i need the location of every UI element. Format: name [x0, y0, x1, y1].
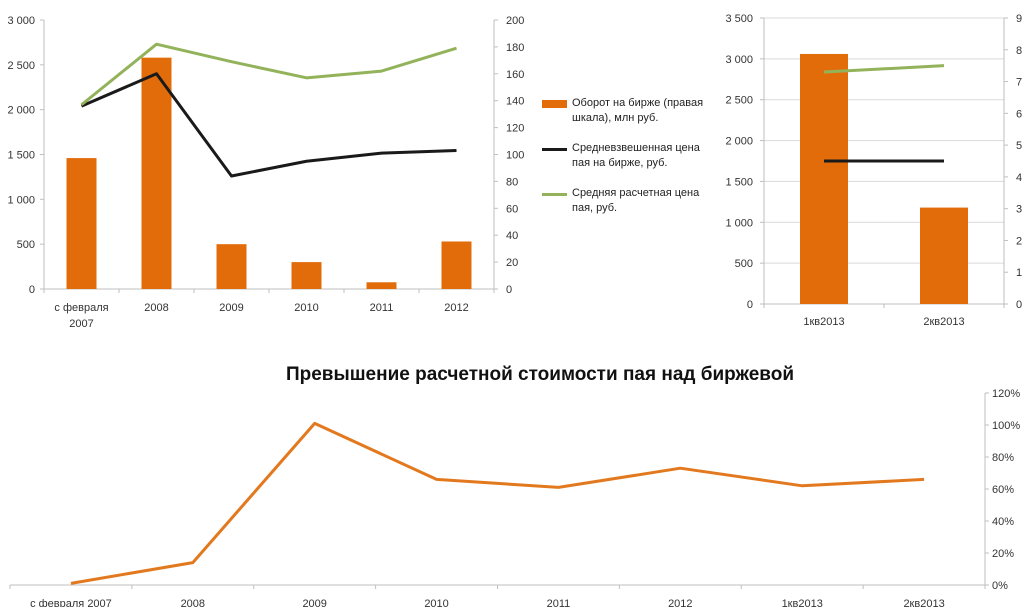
quarterly-right-tick-label: 5: [1016, 140, 1022, 152]
annual-right-tick-label: 160: [506, 69, 524, 81]
quarterly-left-tick-label: 1 500: [725, 176, 753, 188]
quarterly-left-tick-label: 2 000: [725, 136, 753, 148]
turnover-bar: [141, 57, 172, 289]
legend-label-avg-price: Средневзвешенная цена пая на бирже, руб.: [572, 142, 700, 169]
turnover-bar: [366, 282, 397, 289]
quarterly-right-tick-label: 8: [1016, 45, 1022, 57]
annual-right-tick-label: 120: [506, 123, 524, 135]
calc-price-swatch: [542, 193, 567, 196]
quarterly-right-tick-label: 1: [1016, 267, 1022, 279]
quarterly-right-tick-label: 7: [1016, 77, 1022, 89]
quarterly-x-tick-label: 2кв2013: [923, 316, 964, 328]
annual-legend: Оборот на бирже (правая шкала), млн руб.…: [542, 96, 720, 231]
annual-left-tick-label: 2 000: [7, 105, 35, 117]
annual-right-tick-label: 80: [506, 176, 518, 188]
premium-x-tick-label: 2кв2013: [903, 598, 944, 607]
annual-right-tick-label: 140: [506, 96, 524, 108]
annual-right-tick-label: 100: [506, 150, 524, 162]
quarterly-left-tick-label: 0: [747, 299, 753, 311]
annual-chart: 0 500 1 000 1 500 2 000 2 500 3 000 0 20 40 60 80 10…: [7, 15, 524, 330]
legend-item-calc-price: Средняя расчетная цена пая, руб.: [542, 186, 720, 216]
premium-y-tick-label: 0%: [992, 580, 1008, 592]
annual-right-tick-label: 60: [506, 203, 518, 215]
annual-x-tick-label: 2008: [144, 302, 168, 314]
premium-y-tick-label: 60%: [992, 484, 1014, 496]
premium-x-tick-label: с февраля 2007: [30, 598, 112, 607]
quarterly-chart: 0 500 1 000 1 500 2 000 2 500 3 000 3 500 0 1 2 3 4 5…: [725, 13, 1022, 328]
premium-y-tick-label: 100%: [992, 420, 1020, 432]
turnover-bar: [66, 158, 97, 289]
avg-price-line: [80, 72, 457, 178]
premium-line: [70, 421, 925, 585]
avg-price-swatch: [542, 148, 567, 151]
calc-price-line: [80, 42, 457, 106]
turnover-bar: [216, 244, 247, 289]
quarterly-right-tick-label: 4: [1016, 172, 1022, 184]
premium-chart: Превышение расчетной стоимости пая над б…: [9, 364, 1020, 607]
premium-y-tick-label: 120%: [992, 388, 1020, 400]
annual-left-tick-label: 3 000: [7, 15, 35, 27]
quarterly-left-tick-label: 500: [735, 258, 753, 270]
premium-x-tick-label: 1кв2013: [782, 598, 823, 607]
annual-left-tick-label: 1 000: [7, 194, 35, 206]
annual-left-tick-label: 0: [29, 284, 35, 296]
premium-x-tick-label: 2008: [181, 598, 205, 607]
annual-x-tick-label: 2011: [370, 302, 394, 314]
premium-chart-title: Превышение расчетной стоимости пая над б…: [286, 364, 794, 385]
quarterly-turnover-bar: [920, 207, 968, 304]
premium-y-tick-label: 80%: [992, 452, 1014, 464]
annual-right-tick-label: 200: [506, 15, 524, 27]
quarterly-right-tick-label: 3: [1016, 204, 1022, 216]
legend-label-calc-price: Средняя расчетная цена пая, руб.: [572, 187, 700, 214]
quarterly-right-tick-label: 6: [1016, 108, 1022, 120]
quarterly-left-tick-label: 1 000: [725, 217, 753, 229]
quarterly-left-tick-label: 3 500: [725, 13, 753, 25]
premium-x-tick-label: 2010: [424, 598, 448, 607]
quarterly-right-tick-label: 2: [1016, 235, 1022, 247]
annual-right-tick-label: 0: [506, 284, 512, 296]
legend-item-avg-price: Средневзвешенная цена пая на бирже, руб.: [542, 141, 720, 171]
quarterly-right-tick-label: 0: [1016, 299, 1022, 311]
annual-right-tick-label: 20: [506, 257, 518, 269]
annual-x-tick-label: 2010: [294, 302, 318, 314]
annual-left-tick-label: 500: [17, 239, 35, 251]
annual-x-tick-label: 2012: [444, 302, 468, 314]
annual-x-tick-label: 2009: [219, 302, 243, 314]
quarterly-calc-price-line: [823, 64, 945, 74]
annual-left-tick-label: 1 500: [7, 150, 35, 162]
annual-left-tick-label: 2 500: [7, 60, 35, 72]
legend-item-turnover: Оборот на бирже (правая шкала), млн руб.: [542, 96, 720, 126]
annual-x-tick-label: 2007: [69, 318, 93, 330]
premium-x-tick-label: 2011: [547, 598, 571, 607]
quarterly-x-tick-label: 1кв2013: [803, 316, 844, 328]
quarterly-left-tick-label: 2 500: [725, 95, 753, 107]
legend-label-turnover: Оборот на бирже (правая шкала), млн руб.: [572, 97, 704, 124]
premium-y-tick-label: 20%: [992, 548, 1014, 560]
turnover-bar: [441, 241, 472, 289]
annual-right-tick-label: 180: [506, 42, 524, 54]
turnover-bar: [291, 262, 322, 289]
quarterly-turnover-bar: [800, 53, 848, 304]
annual-right-tick-label: 40: [506, 230, 518, 242]
annual-x-tick-label: с февраля: [54, 302, 108, 314]
quarterly-right-tick-label: 9: [1016, 13, 1022, 25]
premium-y-tick-label: 40%: [992, 516, 1014, 528]
premium-x-tick-label: 2012: [668, 598, 692, 607]
turnover-swatch: [542, 100, 567, 108]
premium-x-tick-label: 2009: [302, 598, 326, 607]
quarterly-left-tick-label: 3 000: [725, 54, 753, 66]
